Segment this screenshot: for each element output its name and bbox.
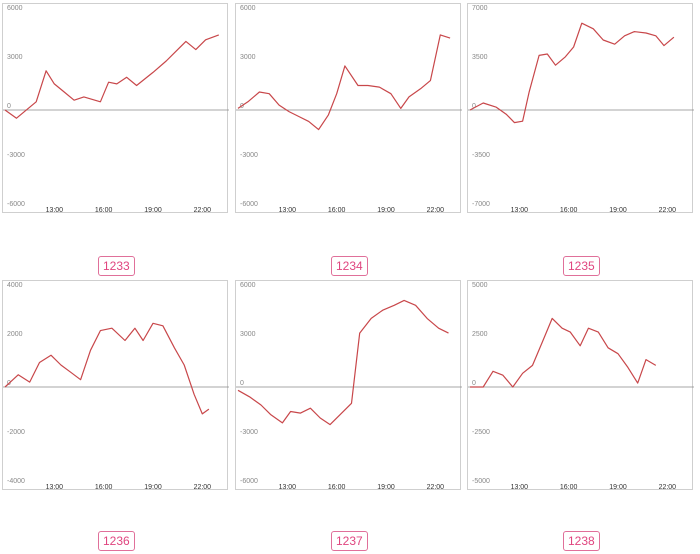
x-tick-label: 19:00 xyxy=(377,484,395,491)
chart-label-badge: 1233 xyxy=(98,256,135,276)
y-tick-label: -4000 xyxy=(7,478,25,485)
line-chart-1237: 6000 3000 0 -3000 -6000 13:00 16:00 19:00 22:00 xyxy=(236,282,462,491)
x-tick-label: 16:00 xyxy=(95,207,113,214)
y-tick-label: 2000 xyxy=(7,331,23,338)
y-tick-label: 0 xyxy=(472,103,476,110)
line-chart-1233: 6000 3000 0 -3000 -6000 13:00 16:00 19:00 22:00 xyxy=(3,5,229,214)
chart-panel-1234: 6000 3000 0 -3000 -6000 13:00 16:00 19:00 22:00 xyxy=(235,3,462,214)
y-tick-label: -2500 xyxy=(472,429,490,436)
y-tick-label: -5000 xyxy=(472,478,490,485)
y-tick-label: 6000 xyxy=(240,5,256,12)
x-tick-label: 22:00 xyxy=(194,484,212,491)
y-tick-label: 3000 xyxy=(7,54,23,61)
x-tick-label: 19:00 xyxy=(144,207,162,214)
x-tick-label: 22:00 xyxy=(659,207,677,214)
y-tick-label: 6000 xyxy=(7,5,23,12)
y-tick-label: 7000 xyxy=(472,5,488,12)
chart-panel-1238: 5000 2500 0 -2500 -5000 13:00 16:00 19:00 22:00 xyxy=(467,280,694,491)
x-tick-label: 16:00 xyxy=(95,484,113,491)
x-tick-label: 13:00 xyxy=(46,484,64,491)
series-line xyxy=(4,322,210,415)
y-tick-label: -3000 xyxy=(7,152,25,159)
series-line xyxy=(4,34,220,119)
x-tick-label: 13:00 xyxy=(46,207,64,214)
y-tick-label: -6000 xyxy=(240,201,258,208)
y-tick-label: 4000 xyxy=(7,282,23,289)
series-line xyxy=(237,34,451,131)
y-tick-label: -3000 xyxy=(240,429,258,436)
y-tick-label: 0 xyxy=(240,380,244,387)
y-tick-label: 3000 xyxy=(240,331,256,338)
y-tick-label: 0 xyxy=(7,103,11,110)
x-tick-label: 22:00 xyxy=(194,207,212,214)
y-tick-label: 6000 xyxy=(240,282,256,289)
chart-panel-1233: 6000 3000 0 -3000 -6000 13:00 16:00 19:00 22:00 xyxy=(2,3,229,214)
x-tick-label: 16:00 xyxy=(328,207,346,214)
y-tick-label: -6000 xyxy=(240,478,258,485)
y-tick-label: -2000 xyxy=(7,429,25,436)
series-line xyxy=(469,22,675,124)
y-tick-label: 0 xyxy=(472,380,476,387)
x-tick-label: 19:00 xyxy=(144,484,162,491)
y-tick-label: 0 xyxy=(240,103,244,110)
x-tick-label: 19:00 xyxy=(609,484,627,491)
x-tick-label: 16:00 xyxy=(328,484,346,491)
chart-label-badge: 1236 xyxy=(98,531,135,551)
x-tick-label: 19:00 xyxy=(609,207,627,214)
line-chart-1234: 6000 3000 0 -3000 -6000 13:00 16:00 19:00 22:00 xyxy=(236,5,462,214)
x-tick-label: 19:00 xyxy=(377,207,395,214)
line-chart-1238: 5000 2500 0 -2500 -5000 13:00 16:00 19:00 22:00 xyxy=(468,282,694,491)
y-tick-label: -6000 xyxy=(7,201,25,208)
chart-label-badge: 1235 xyxy=(563,256,600,276)
y-tick-label: 2500 xyxy=(472,331,488,338)
x-tick-label: 13:00 xyxy=(279,484,297,491)
y-tick-label: -3500 xyxy=(472,152,490,159)
x-tick-label: 22:00 xyxy=(659,484,677,491)
chart-label-badge: 1237 xyxy=(331,531,368,551)
x-tick-label: 13:00 xyxy=(279,207,297,214)
y-tick-label: -7000 xyxy=(472,201,490,208)
x-tick-label: 13:00 xyxy=(511,207,529,214)
series-line xyxy=(237,299,449,426)
chart-panel-1236: 4000 2000 0 -2000 -4000 13:00 16:00 19:00 22:00 xyxy=(2,280,229,491)
x-tick-label: 22:00 xyxy=(427,207,445,214)
y-tick-label: 3000 xyxy=(240,54,256,61)
x-tick-label: 22:00 xyxy=(427,484,445,491)
y-tick-label: -3000 xyxy=(240,152,258,159)
chart-panel-1237: 6000 3000 0 -3000 -6000 13:00 16:00 19:00 22:00 xyxy=(235,280,462,491)
x-tick-label: 13:00 xyxy=(511,484,529,491)
line-chart-1235: 7000 3500 0 -3500 -7000 13:00 16:00 19:00 22:00 xyxy=(468,5,694,214)
chart-label-badge: 1234 xyxy=(331,256,368,276)
y-tick-label: 5000 xyxy=(472,282,488,289)
chart-panel-1235: 7000 3500 0 -3500 -7000 13:00 16:00 19:00 22:00 xyxy=(467,3,694,214)
y-tick-label: 3500 xyxy=(472,54,488,61)
x-tick-label: 16:00 xyxy=(560,484,578,491)
chart-label-badge: 1238 xyxy=(563,531,600,551)
x-tick-label: 16:00 xyxy=(560,207,578,214)
series-line xyxy=(470,317,657,388)
